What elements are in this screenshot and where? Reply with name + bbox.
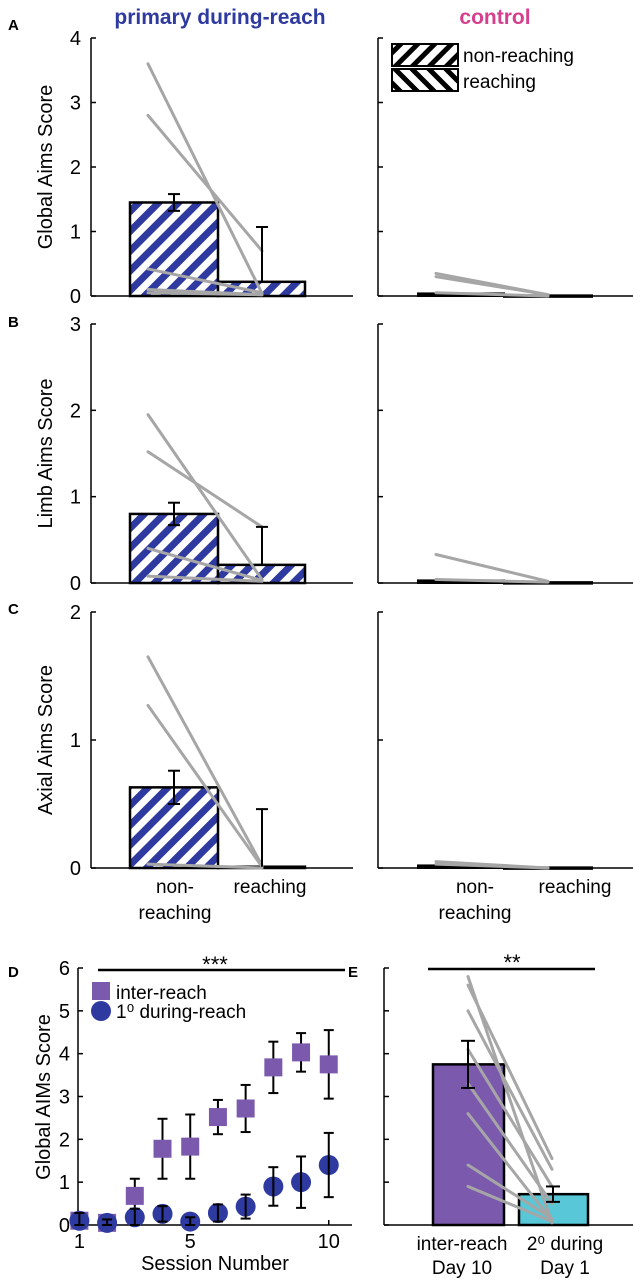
legend-label-non-reaching: non-reaching (463, 46, 574, 67)
y-tick-label: 1 (70, 487, 81, 509)
subject-line (146, 574, 264, 583)
panel-letter: C (8, 601, 19, 618)
y-tick-label: 0 (70, 858, 81, 880)
subject-line (146, 450, 264, 529)
y-tick-label: 3 (70, 314, 81, 336)
point-inter-reach (236, 1099, 255, 1118)
significance-stars: *** (202, 952, 228, 977)
x-tick-label: inter-reach (417, 1234, 508, 1255)
y-tick-label: 0 (59, 1215, 70, 1237)
x-tick-label: 2⁰ during (527, 1234, 603, 1255)
y-tick-label: 0 (70, 286, 81, 308)
point-inter-reach (125, 1186, 144, 1205)
y-tick-label: 2 (70, 157, 81, 179)
significance-stars: ** (503, 950, 521, 975)
x-tick-label: Day 10 (432, 1258, 492, 1279)
x-tick-label: 1 (74, 1231, 85, 1253)
subject-line (146, 413, 264, 582)
legend-swatch-reaching (391, 68, 459, 92)
point-inter-reach (181, 1137, 200, 1156)
y-tick-label: 1 (70, 730, 81, 752)
subject-line (466, 1047, 554, 1188)
y-tick-label: 4 (59, 1044, 70, 1066)
subject-line (434, 862, 550, 870)
y-tick-label: 6 (59, 958, 70, 980)
panel-letter: D (8, 964, 19, 981)
x-tick-label: Day 1 (540, 1258, 590, 1279)
y-tick-label: 2 (70, 602, 81, 624)
y-tick-label: 0 (70, 573, 81, 595)
subject-line (434, 578, 550, 584)
legend-label-inter-reach: inter-reach (116, 983, 207, 1004)
subject-line (146, 862, 264, 870)
point-inter-reach (153, 1139, 172, 1158)
point-inter-reach (208, 1108, 227, 1127)
y-axis-label: Global AIMs Score (33, 1014, 55, 1180)
panel-letter: A (8, 17, 19, 34)
y-tick-label: 5 (59, 1001, 70, 1023)
x-tick-label: 10 (318, 1231, 340, 1253)
y-tick-label: 3 (59, 1087, 70, 1109)
y-tick-label: 4 (70, 28, 81, 50)
legend-swatch-non-reaching (391, 43, 459, 67)
subject-line (466, 1082, 554, 1206)
y-axis-label: Global Aims Score (35, 85, 57, 250)
x-tick-label: reaching (439, 903, 512, 924)
point-inter-reach (264, 1058, 283, 1077)
subject-line (146, 546, 264, 582)
title-primary-during-reach: primary during-reach (114, 6, 325, 29)
x-axis-label: Session Number (141, 1253, 289, 1275)
panel-letter: B (8, 314, 19, 331)
subject-line (466, 1112, 554, 1223)
subject-line (146, 655, 264, 867)
subject-line (466, 1163, 554, 1221)
subject-line (434, 291, 550, 298)
subject-line (434, 553, 550, 583)
legend-swatch-during-reach (91, 1001, 111, 1021)
y-tick-label: 2 (59, 1129, 70, 1151)
y-tick-label: 1 (70, 222, 81, 244)
subject-line (434, 275, 550, 297)
subject-line (146, 62, 264, 295)
point-inter-reach (319, 1055, 338, 1074)
subject-line (146, 291, 264, 297)
x-tick-label: reaching (234, 877, 307, 898)
y-axis-label: Limb Aims Score (35, 378, 57, 528)
x-tick-label: reaching (539, 877, 612, 898)
subject-line (466, 1009, 554, 1171)
legend-label-during-reach: 1⁰ during-reach (116, 1002, 246, 1023)
y-tick-label: 2 (70, 400, 81, 422)
subject-line (466, 983, 554, 1161)
x-tick-label: 5 (185, 1231, 196, 1253)
x-tick-label: non- (456, 877, 494, 898)
point-inter-reach (292, 1043, 311, 1062)
legend-label-reaching: reaching (463, 72, 536, 93)
legend-swatch-inter-reach (92, 982, 110, 1000)
subject-line (466, 1184, 554, 1224)
y-tick-label: 1 (59, 1172, 70, 1194)
subject-line (146, 703, 264, 869)
subject-line (146, 267, 264, 295)
y-axis-label: Axial Aims Score (35, 665, 57, 815)
panel-letter: E (348, 964, 358, 981)
y-tick-label: 3 (70, 93, 81, 115)
x-tick-label: reaching (139, 903, 212, 924)
subject-line (146, 113, 264, 253)
title-control: control (459, 6, 530, 29)
x-tick-label: non- (156, 877, 194, 898)
